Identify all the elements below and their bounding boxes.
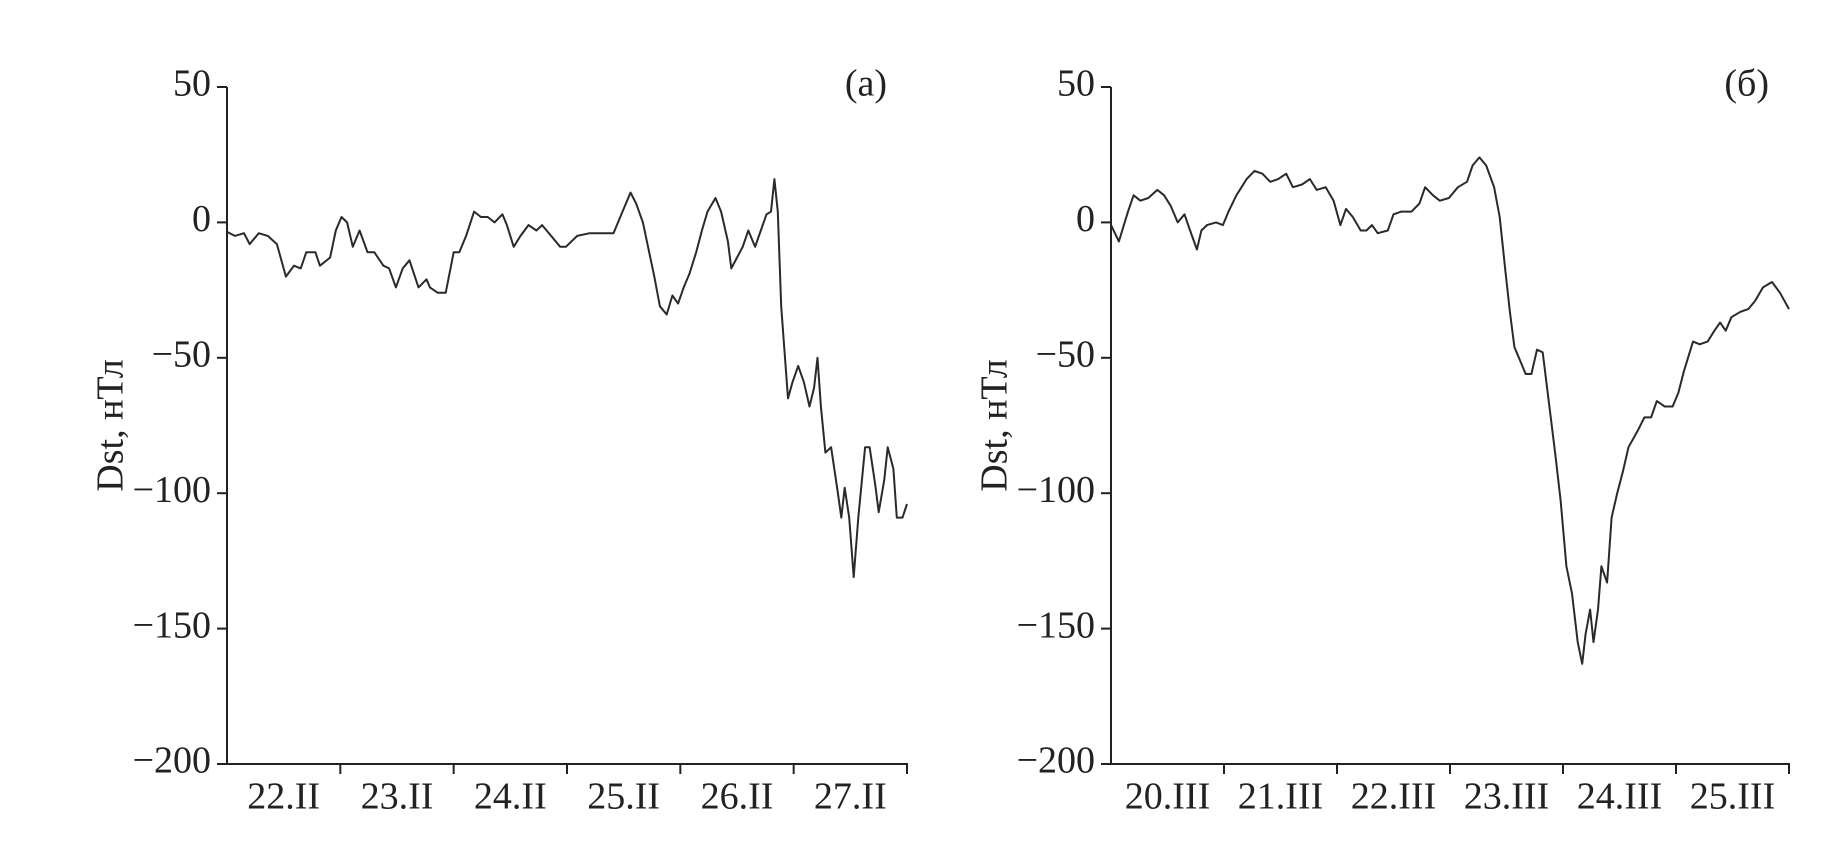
- x-category-label: 22.III: [1351, 776, 1436, 818]
- y-tick-label: −100: [133, 469, 211, 511]
- x-category-label: 21.III: [1238, 776, 1323, 818]
- x-category-label: 24.III: [1577, 776, 1662, 818]
- panel-label: (б): [1724, 63, 1769, 105]
- data-line: [1110, 156, 1790, 665]
- y-tick-label: 0: [192, 198, 211, 240]
- x-category-label: 25.II: [587, 776, 660, 818]
- x-category-label: 20.III: [1125, 776, 1210, 818]
- panel-label: (a): [845, 63, 887, 105]
- axes: [1110, 87, 1790, 774]
- y-axis-label: Dst, нТл: [90, 359, 132, 491]
- y-tick-label: −200: [1017, 740, 1095, 782]
- axes: [226, 87, 908, 774]
- x-category-label: 26.II: [701, 776, 774, 818]
- x-category-label: 27.II: [814, 776, 887, 818]
- y-tick-label: −50: [152, 334, 211, 376]
- x-category-label: 23.II: [361, 776, 434, 818]
- x-category-label: 25.III: [1690, 776, 1775, 818]
- y-tick-label: 50: [1057, 63, 1095, 105]
- y-tick-label: −100: [1017, 469, 1095, 511]
- y-tick-label: −150: [1017, 604, 1095, 646]
- y-tick-label: −50: [1036, 334, 1095, 376]
- x-category-label: 22.II: [247, 776, 320, 818]
- x-category-label: 24.II: [474, 776, 547, 818]
- y-tick-label: −150: [133, 604, 211, 646]
- data-line: [226, 178, 908, 579]
- y-tick-label: −200: [133, 740, 211, 782]
- x-category-label: 23.III: [1464, 776, 1549, 818]
- y-tick-label: 0: [1076, 198, 1095, 240]
- y-axis-label: Dst, нТл: [974, 359, 1016, 491]
- y-tick-label: 50: [173, 63, 211, 105]
